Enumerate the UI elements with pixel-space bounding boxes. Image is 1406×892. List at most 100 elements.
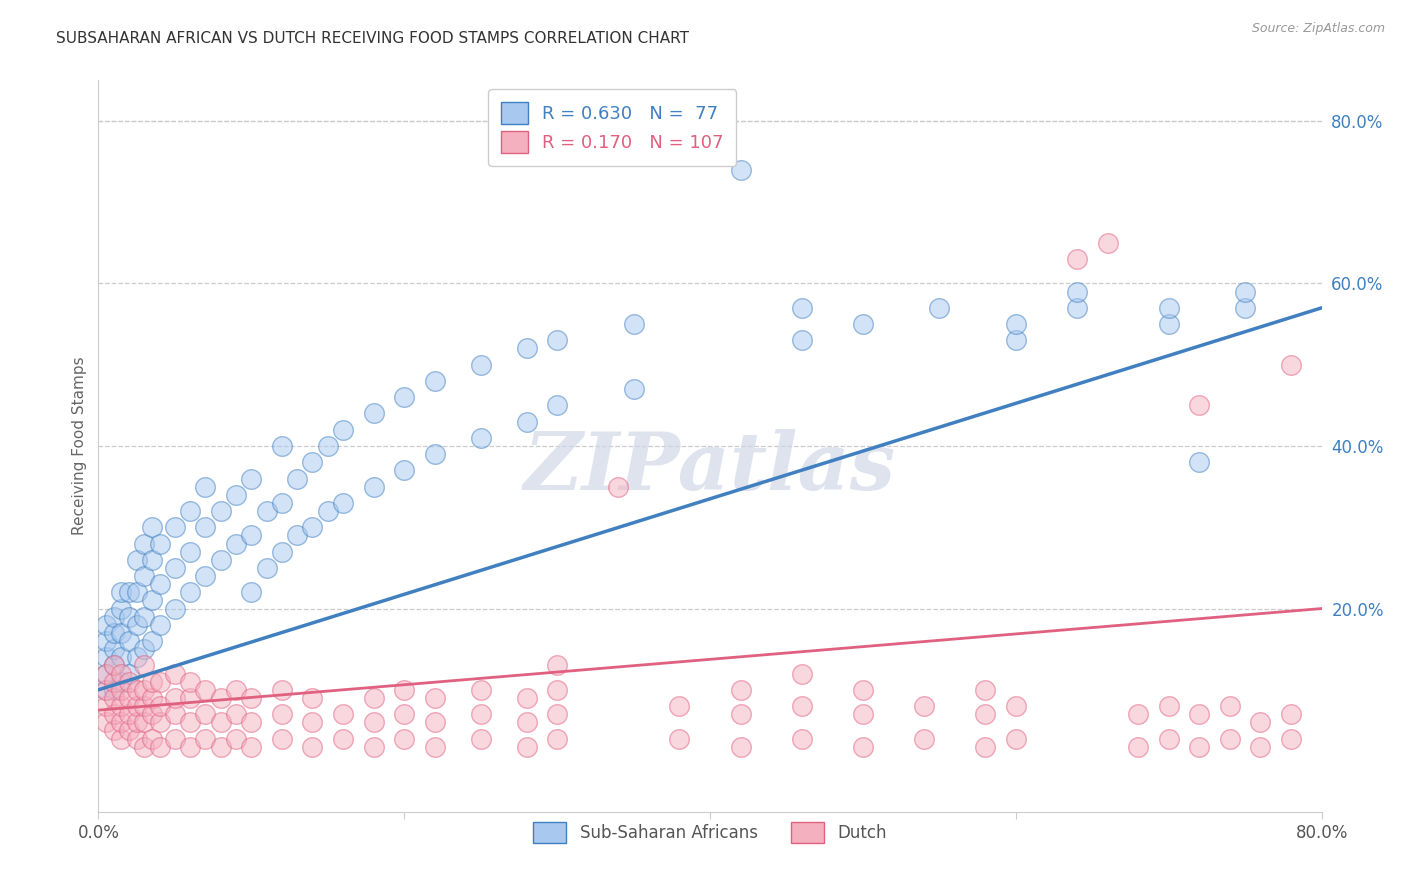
Point — [149, 699, 172, 714]
Point — [623, 382, 645, 396]
Point — [301, 455, 323, 469]
Point — [110, 601, 132, 615]
Point — [1004, 699, 1026, 714]
Point — [141, 707, 163, 722]
Point — [316, 504, 339, 518]
Point — [110, 731, 132, 746]
Point — [1157, 301, 1180, 315]
Point — [194, 480, 217, 494]
Point — [392, 463, 416, 477]
Point — [125, 731, 148, 746]
Point — [516, 715, 538, 730]
Point — [141, 520, 163, 534]
Point — [163, 601, 186, 615]
Point — [225, 488, 247, 502]
Point — [94, 699, 117, 714]
Point — [103, 674, 125, 689]
Point — [179, 544, 201, 558]
Point — [332, 423, 354, 437]
Point — [301, 690, 323, 705]
Point — [118, 707, 141, 722]
Point — [209, 553, 232, 567]
Point — [194, 707, 217, 722]
Point — [179, 674, 201, 689]
Point — [423, 374, 446, 388]
Point — [270, 544, 292, 558]
Point — [423, 447, 446, 461]
Point — [790, 666, 813, 681]
Point — [790, 699, 813, 714]
Point — [730, 682, 752, 697]
Point — [1188, 739, 1211, 754]
Point — [1066, 285, 1088, 299]
Point — [790, 731, 813, 746]
Point — [363, 739, 385, 754]
Point — [103, 626, 125, 640]
Point — [668, 731, 690, 746]
Point — [270, 707, 292, 722]
Point — [1219, 699, 1241, 714]
Point — [270, 496, 292, 510]
Point — [423, 739, 446, 754]
Point — [94, 666, 117, 681]
Point — [103, 609, 125, 624]
Point — [149, 715, 172, 730]
Point — [179, 739, 201, 754]
Point — [730, 707, 752, 722]
Point — [423, 690, 446, 705]
Point — [974, 682, 997, 697]
Point — [256, 561, 278, 575]
Y-axis label: Receiving Food Stamps: Receiving Food Stamps — [72, 357, 87, 535]
Point — [1219, 731, 1241, 746]
Point — [149, 536, 172, 550]
Point — [470, 682, 492, 697]
Point — [301, 520, 323, 534]
Point — [94, 666, 117, 681]
Point — [134, 682, 156, 697]
Point — [332, 707, 354, 722]
Point — [163, 561, 186, 575]
Point — [332, 731, 354, 746]
Point — [546, 398, 568, 412]
Point — [607, 480, 630, 494]
Point — [1128, 707, 1150, 722]
Point — [363, 480, 385, 494]
Point — [125, 617, 148, 632]
Point — [141, 553, 163, 567]
Point — [301, 715, 323, 730]
Point — [363, 715, 385, 730]
Point — [363, 407, 385, 421]
Point — [1004, 334, 1026, 348]
Point — [103, 723, 125, 738]
Point — [1279, 358, 1302, 372]
Text: SUBSAHARAN AFRICAN VS DUTCH RECEIVING FOOD STAMPS CORRELATION CHART: SUBSAHARAN AFRICAN VS DUTCH RECEIVING FO… — [56, 31, 689, 46]
Point — [1279, 707, 1302, 722]
Point — [209, 504, 232, 518]
Point — [103, 658, 125, 673]
Point — [134, 609, 156, 624]
Point — [316, 439, 339, 453]
Point — [134, 536, 156, 550]
Point — [194, 520, 217, 534]
Point — [392, 707, 416, 722]
Point — [118, 666, 141, 681]
Point — [110, 626, 132, 640]
Point — [110, 699, 132, 714]
Point — [209, 715, 232, 730]
Point — [118, 609, 141, 624]
Point — [125, 553, 148, 567]
Point — [240, 715, 263, 730]
Point — [470, 431, 492, 445]
Point — [546, 707, 568, 722]
Point — [141, 674, 163, 689]
Point — [546, 658, 568, 673]
Point — [163, 520, 186, 534]
Point — [1097, 235, 1119, 250]
Point — [470, 707, 492, 722]
Point — [179, 585, 201, 599]
Legend: Sub-Saharan Africans, Dutch: Sub-Saharan Africans, Dutch — [524, 814, 896, 851]
Point — [163, 707, 186, 722]
Point — [240, 471, 263, 485]
Point — [134, 642, 156, 657]
Point — [1004, 317, 1026, 331]
